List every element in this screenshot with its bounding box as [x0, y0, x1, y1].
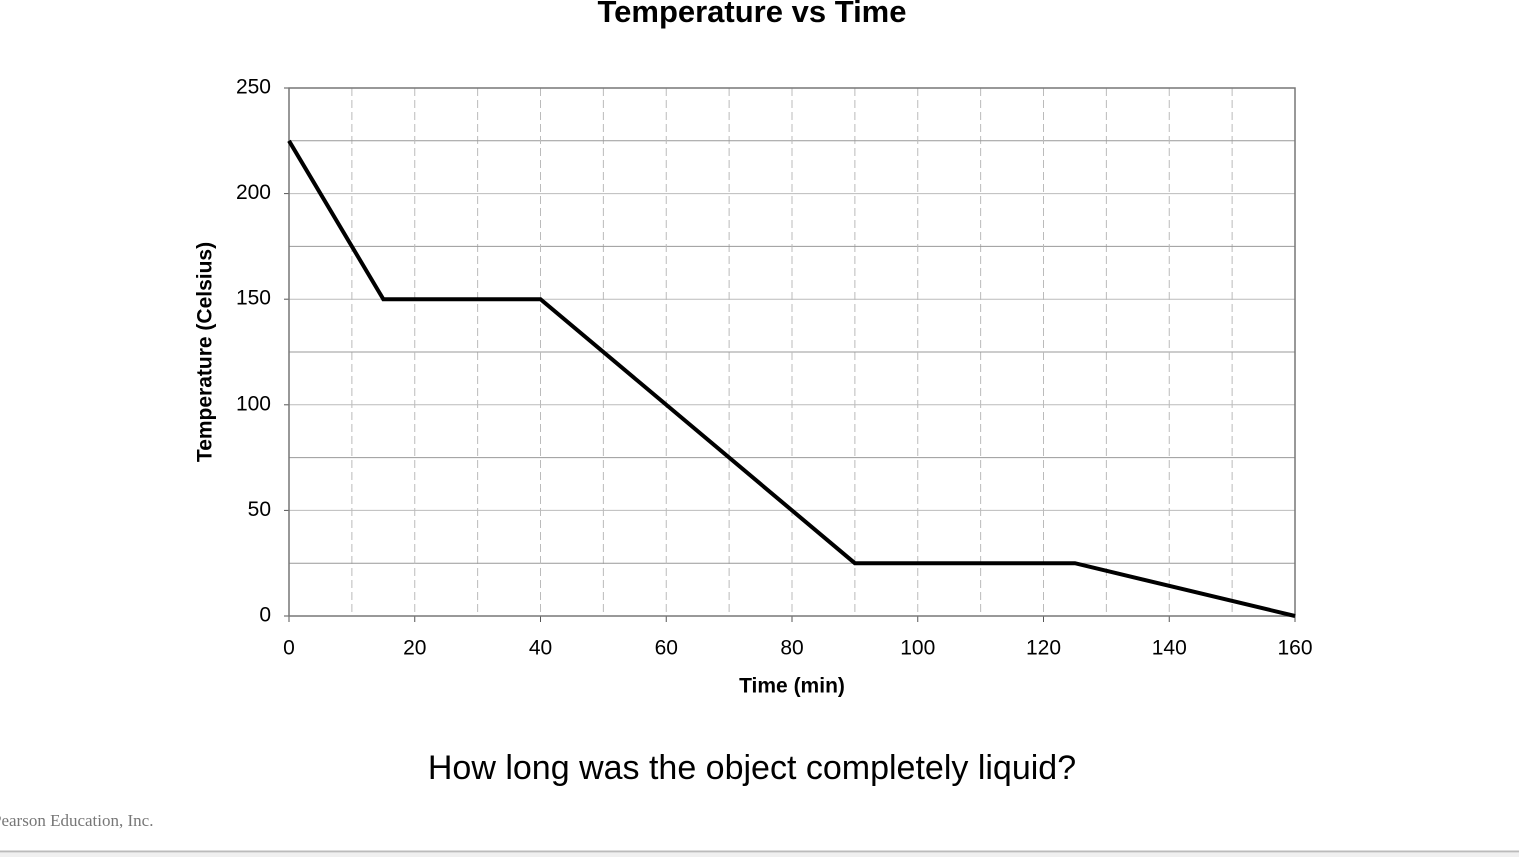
y-tick-label: 0 [259, 604, 271, 627]
y-tick-label: 200 [236, 181, 271, 204]
y-tick-label: 250 [236, 76, 271, 99]
bottom-bar [0, 853, 1519, 857]
x-tick-label: 140 [1152, 637, 1187, 660]
x-tick-label: 0 [283, 637, 295, 660]
x-axis-title: Time (min) [739, 675, 845, 698]
y-tick-label: 100 [236, 392, 271, 415]
x-tick-label: 80 [780, 637, 803, 660]
plot-frame [288, 87, 1296, 617]
x-tick-label: 120 [1026, 637, 1061, 660]
x-tick-label: 60 [655, 637, 678, 660]
chart-title: Temperature vs Time [598, 0, 907, 29]
y-axis-title: Temperature (Celsius) [194, 242, 217, 462]
y-tick-label: 50 [248, 498, 271, 521]
data-line [287, 139, 1296, 618]
plot: 0 20 40 60 80 100 120 140 160 0 50 100 150 200 250 [236, 76, 1313, 660]
x-tick-label: 40 [529, 637, 552, 660]
x-tick-label: 100 [900, 637, 935, 660]
x-tick-label: 20 [403, 637, 426, 660]
question: How long was the object completely liqui… [428, 749, 1076, 787]
y-tick-label: 150 [236, 287, 271, 310]
x-tick-label: 160 [1277, 637, 1312, 660]
footer: Pearson Education, Inc. [0, 811, 153, 830]
